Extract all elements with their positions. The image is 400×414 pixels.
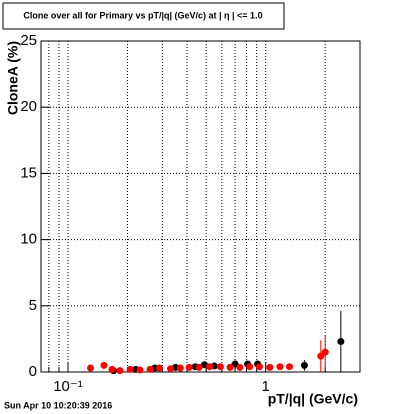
point: [167, 365, 175, 373]
point: [155, 364, 163, 372]
point: [185, 363, 193, 371]
point: [255, 363, 263, 371]
point: [216, 363, 224, 371]
point: [236, 363, 244, 371]
title-box: [2, 2, 285, 30]
y-tick-label: 25: [20, 32, 37, 49]
point: [116, 367, 124, 375]
point: [286, 363, 294, 371]
point: [206, 363, 214, 371]
point: [176, 364, 184, 372]
point: [108, 365, 116, 373]
point: [146, 365, 154, 373]
point: [300, 361, 308, 369]
point: [337, 338, 345, 346]
point: [266, 363, 274, 371]
point: [136, 366, 144, 374]
point: [126, 365, 134, 373]
point: [246, 363, 254, 371]
x-tick-label: 1: [262, 378, 270, 395]
point: [276, 363, 284, 371]
y-axis-label: CloneA (%): [5, 41, 21, 115]
point: [195, 363, 203, 371]
x-tick-label: 10⁻¹: [53, 378, 83, 395]
y-tick-label: 0: [29, 363, 37, 380]
point: [87, 364, 95, 372]
point: [321, 348, 329, 356]
y-tick-label: 5: [29, 297, 37, 314]
chart-title: Clone over all for Primary vs pT/|q| (Ge…: [23, 10, 262, 20]
timestamp: Sun Apr 10 10:20:39 2016: [4, 400, 112, 410]
point: [226, 363, 234, 371]
x-axis-label: pT/|q| (GeV/c): [268, 391, 358, 407]
y-tick-label: 20: [20, 98, 37, 115]
y-tick-label: 10: [20, 231, 37, 248]
y-tick-label: 15: [20, 164, 37, 181]
point: [100, 361, 108, 369]
